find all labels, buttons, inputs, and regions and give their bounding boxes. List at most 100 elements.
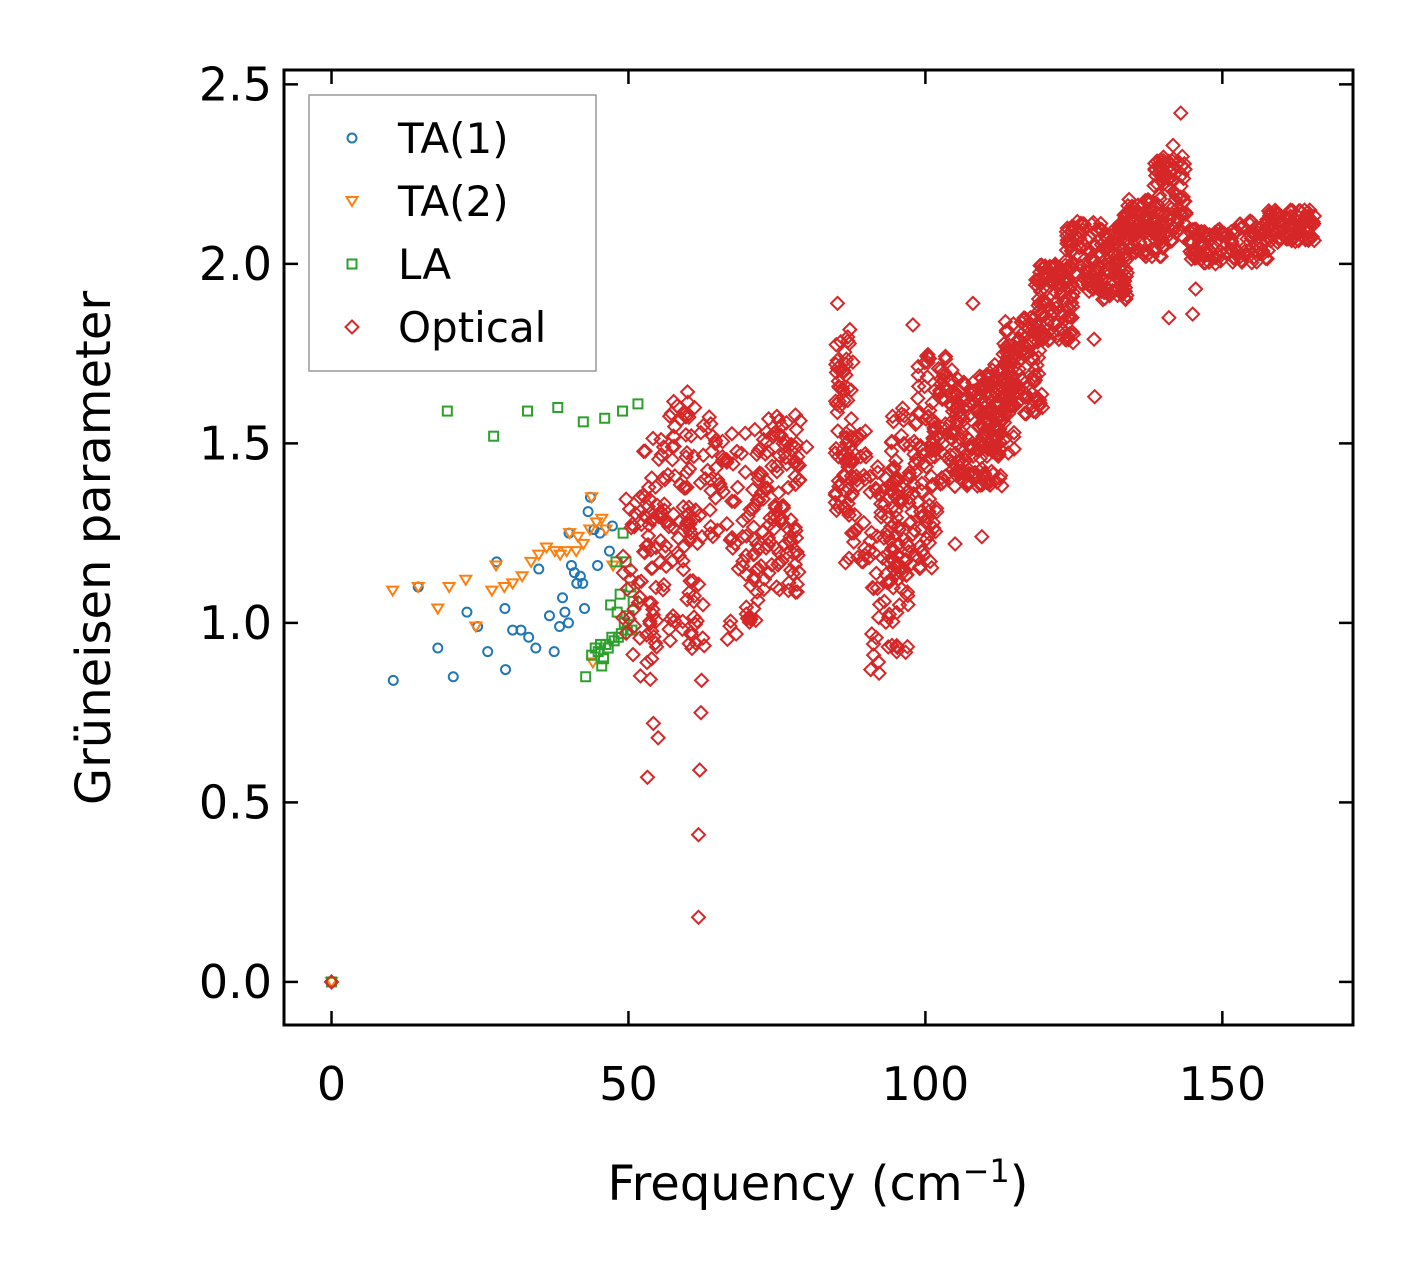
point-optical xyxy=(900,596,916,613)
point-optical xyxy=(1148,232,1164,249)
point-optical xyxy=(841,321,858,338)
point-optical xyxy=(733,445,750,462)
point-optical xyxy=(738,547,754,564)
point-la xyxy=(521,405,533,417)
point-optical xyxy=(829,404,846,421)
point-ta-2 xyxy=(559,546,574,559)
point-la xyxy=(577,416,589,428)
point-optical xyxy=(942,424,959,441)
point-optical xyxy=(1216,225,1233,242)
point-optical xyxy=(1175,170,1192,187)
point-optical xyxy=(694,528,710,545)
point-optical xyxy=(726,493,743,510)
point-optical xyxy=(1085,251,1102,267)
point-optical xyxy=(973,369,990,386)
point-optical xyxy=(631,630,648,646)
point-optical xyxy=(1030,303,1046,320)
point-optical xyxy=(785,565,802,582)
point-optical xyxy=(909,405,926,422)
point-optical xyxy=(748,536,765,553)
point-optical xyxy=(1268,203,1285,220)
point-optical xyxy=(1262,205,1278,222)
point-optical xyxy=(644,560,661,576)
point-optical xyxy=(868,629,885,646)
point-optical xyxy=(829,423,846,439)
point-optical xyxy=(1188,247,1205,264)
point-optical xyxy=(843,487,859,504)
point-optical xyxy=(1118,287,1135,304)
point-optical xyxy=(1129,221,1146,238)
point-optical xyxy=(1244,214,1260,230)
point-optical xyxy=(680,512,697,529)
point-optical xyxy=(618,491,635,508)
point-optical xyxy=(641,595,658,611)
point-optical xyxy=(657,514,674,530)
point-optical xyxy=(650,729,667,746)
point-optical xyxy=(879,574,896,591)
point-optical xyxy=(695,417,712,434)
point-optical xyxy=(923,468,940,485)
point-optical xyxy=(888,556,905,572)
point-optical xyxy=(624,516,641,533)
point-optical xyxy=(1004,396,1021,412)
point-optical xyxy=(1177,161,1193,178)
point-optical xyxy=(857,445,874,462)
point-optical xyxy=(722,613,739,630)
point-optical xyxy=(674,621,691,638)
point-optical xyxy=(707,435,724,452)
point-optical xyxy=(1027,404,1044,421)
point-optical xyxy=(852,448,869,465)
point-optical xyxy=(789,576,806,593)
point-optical xyxy=(982,392,999,409)
point-optical xyxy=(1196,235,1212,252)
point-optical xyxy=(975,376,992,392)
point-ta-2 xyxy=(531,549,547,562)
point-optical xyxy=(787,476,804,493)
point-optical xyxy=(973,528,990,545)
point-optical xyxy=(756,571,773,587)
point-ta-1 xyxy=(582,506,594,518)
point-optical xyxy=(724,493,740,510)
point-optical xyxy=(877,614,894,631)
point-optical xyxy=(1058,242,1075,259)
point-optical xyxy=(719,631,736,648)
point-optical xyxy=(1051,280,1068,297)
point-optical xyxy=(1064,223,1081,240)
point-optical xyxy=(971,437,987,454)
point-optical xyxy=(1175,188,1192,205)
point-optical xyxy=(1007,346,1024,363)
point-optical xyxy=(947,445,964,462)
point-optical xyxy=(855,514,872,531)
point-la xyxy=(596,660,608,672)
point-optical xyxy=(746,546,763,562)
point-optical xyxy=(867,480,884,497)
point-optical xyxy=(675,561,692,578)
point-optical xyxy=(909,414,925,431)
point-optical xyxy=(1135,218,1152,235)
point-optical xyxy=(1030,278,1046,295)
point-optical xyxy=(1182,243,1199,260)
point-optical xyxy=(948,386,965,402)
point-optical xyxy=(846,506,863,523)
point-optical xyxy=(1000,445,1017,461)
point-ta-2 xyxy=(576,538,591,551)
point-optical xyxy=(1246,249,1262,266)
point-ta-1 xyxy=(548,646,560,658)
point-optical xyxy=(1198,226,1215,243)
point-optical xyxy=(1060,261,1077,278)
point-optical xyxy=(632,668,649,684)
point-optical xyxy=(648,638,665,655)
y-axis-label: Grüneisen parameter xyxy=(66,291,122,806)
point-optical xyxy=(702,525,719,542)
point-optical xyxy=(666,612,683,629)
point-optical xyxy=(1300,232,1317,249)
point-optical xyxy=(1011,323,1028,340)
point-optical xyxy=(690,909,707,926)
point-ta-2 xyxy=(584,492,599,505)
point-optical xyxy=(862,468,879,485)
point-ta-1 xyxy=(499,603,511,615)
point-optical xyxy=(994,407,1010,424)
point-optical xyxy=(1147,243,1164,260)
point-optical xyxy=(830,472,847,489)
point-optical xyxy=(1258,232,1275,249)
